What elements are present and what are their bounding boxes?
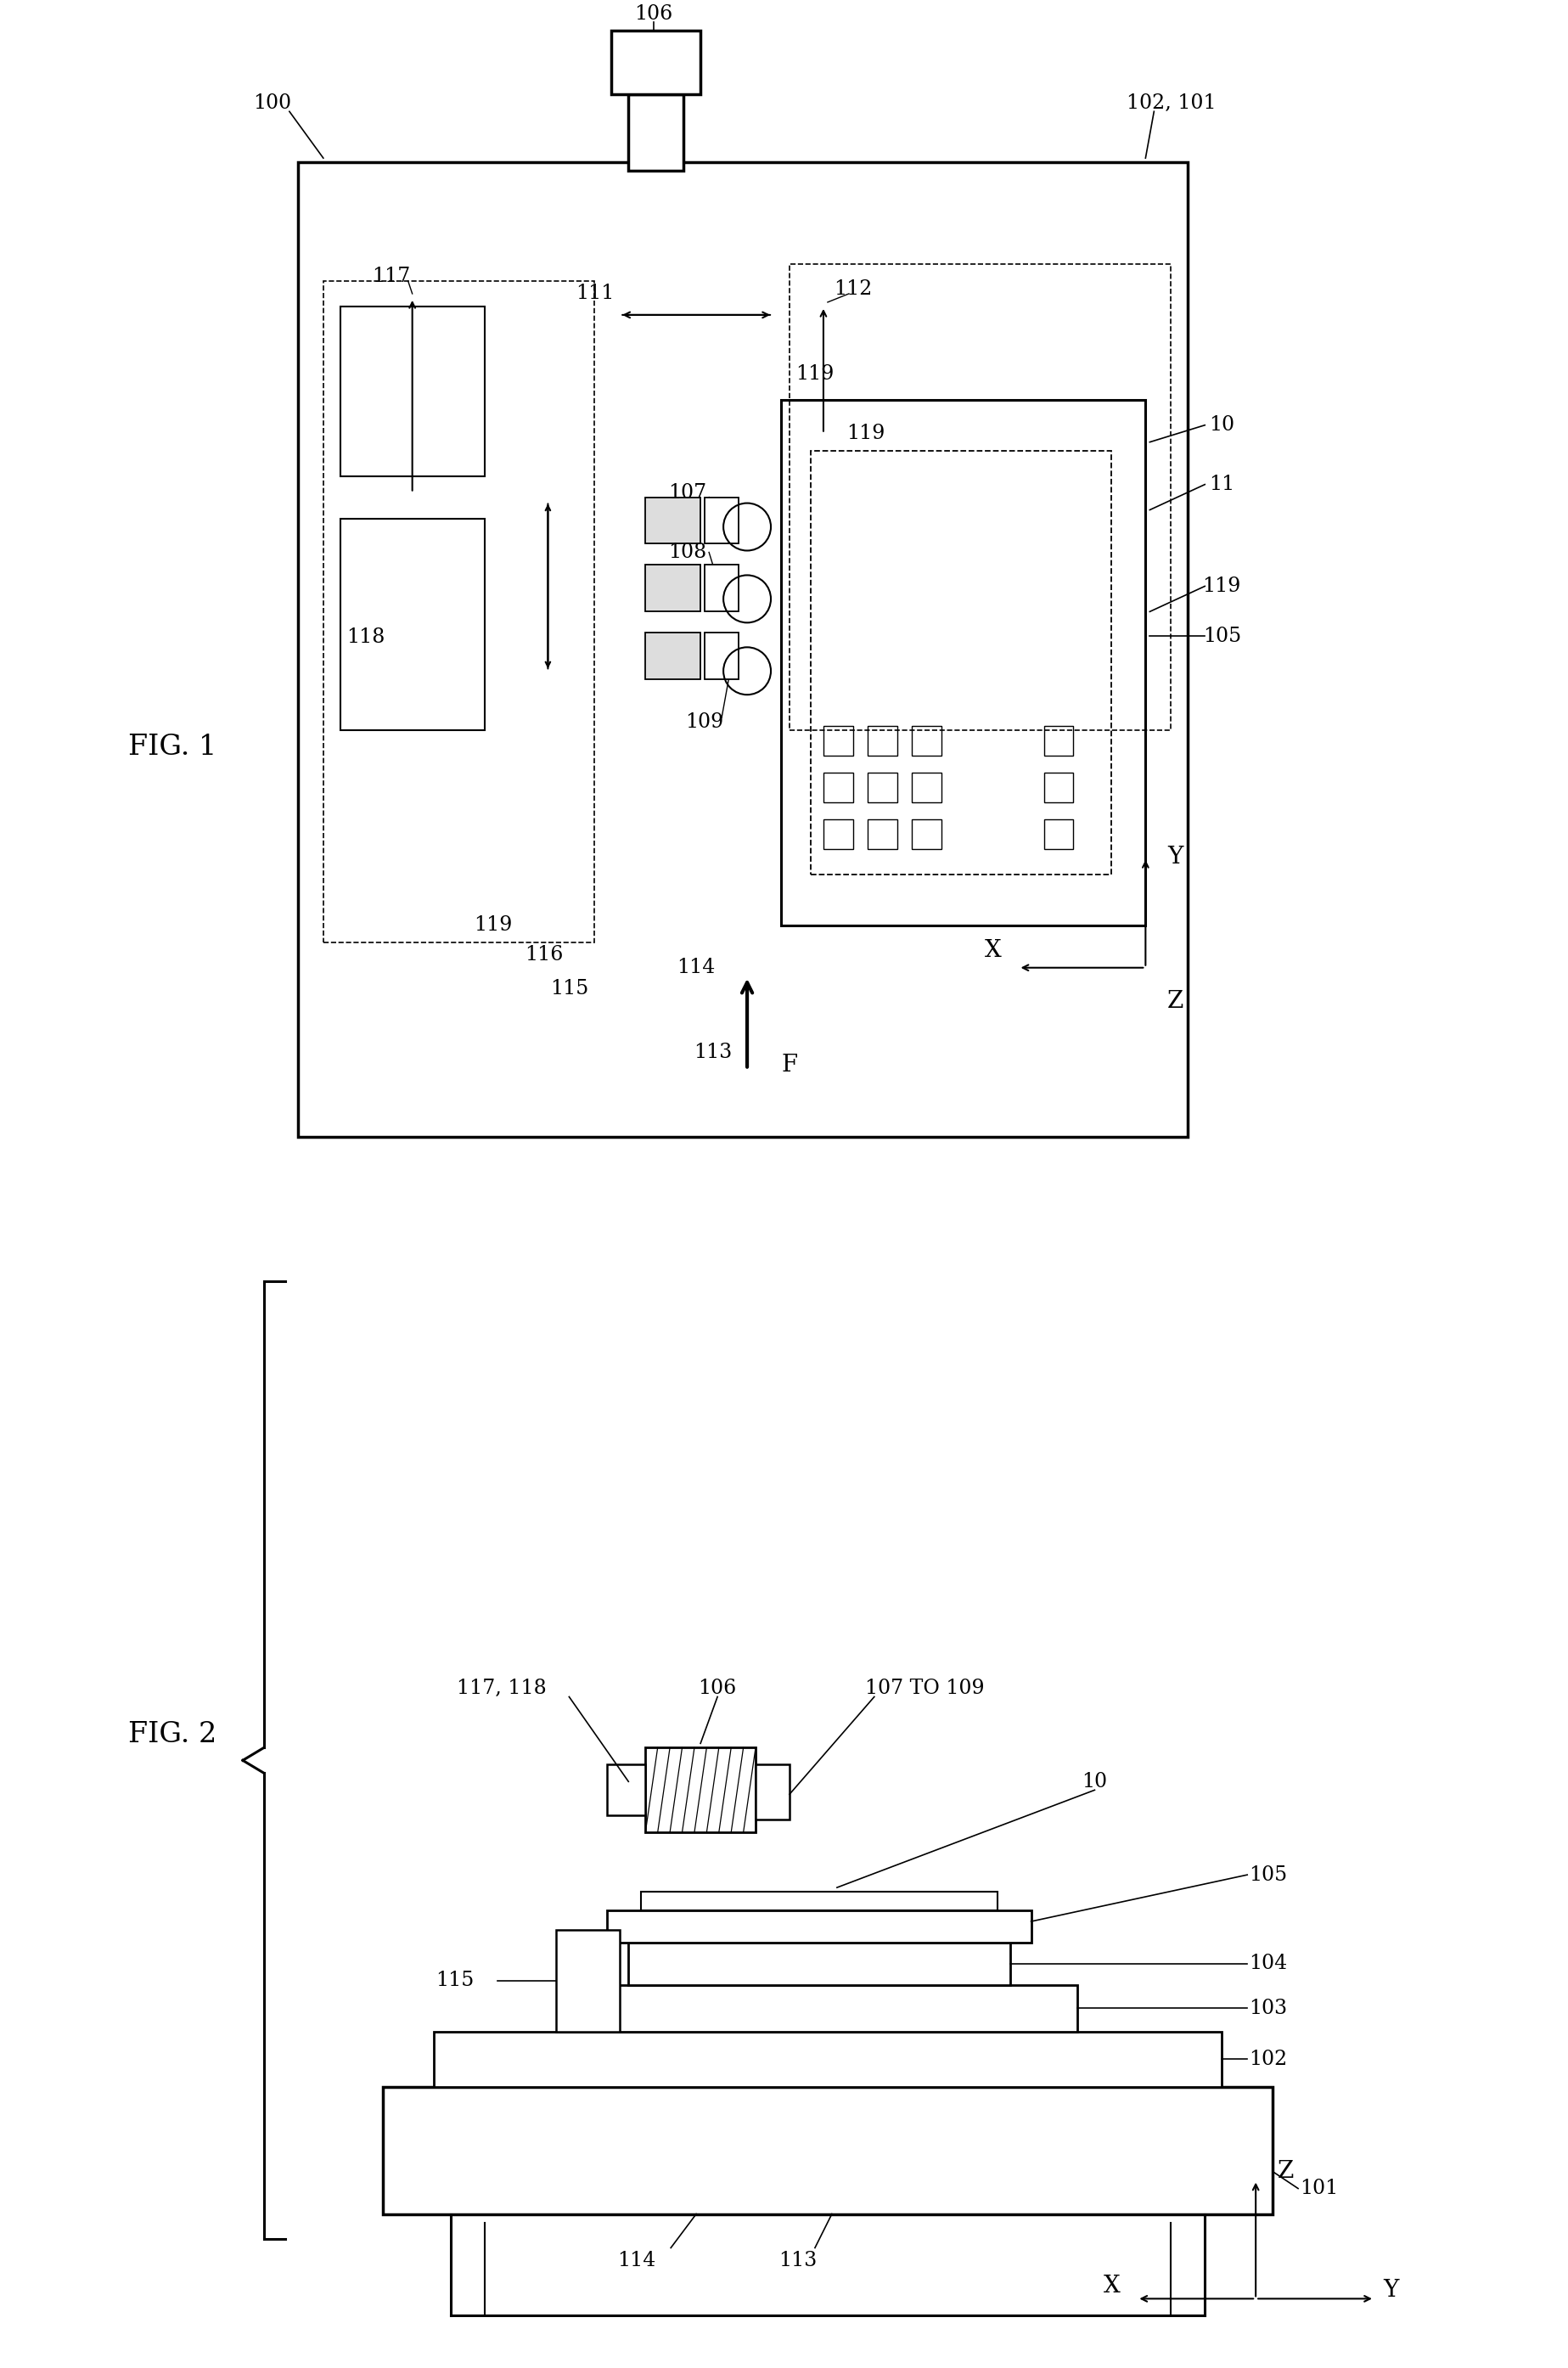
Bar xyxy=(911,819,941,850)
Text: FIG. 2: FIG. 2 xyxy=(129,1722,216,1748)
Bar xyxy=(340,305,485,476)
Text: 112: 112 xyxy=(834,279,872,298)
Text: Y: Y xyxy=(1168,845,1182,869)
Text: FIG. 1: FIG. 1 xyxy=(129,734,216,760)
Text: 119: 119 xyxy=(1203,575,1242,597)
Bar xyxy=(1044,727,1074,755)
Text: 107: 107 xyxy=(668,483,707,502)
Text: 119: 119 xyxy=(795,365,834,384)
Bar xyxy=(629,1942,1010,1984)
Bar xyxy=(646,1748,756,1833)
Text: Z: Z xyxy=(1167,990,1184,1014)
Text: 100: 100 xyxy=(254,92,292,114)
Text: 102: 102 xyxy=(1250,2048,1287,2070)
Bar xyxy=(561,1984,1077,2032)
Bar xyxy=(823,819,853,850)
Text: X: X xyxy=(1104,2276,1120,2297)
Text: 103: 103 xyxy=(1250,1999,1287,2018)
Bar xyxy=(298,163,1189,1137)
Bar xyxy=(340,519,485,729)
Bar xyxy=(781,400,1146,926)
Bar xyxy=(1044,819,1074,850)
Bar xyxy=(433,2032,1221,2086)
Bar xyxy=(756,1764,790,1819)
Text: F: F xyxy=(781,1054,798,1077)
Text: 10: 10 xyxy=(1082,1771,1107,1790)
Text: 108: 108 xyxy=(668,542,707,561)
Bar xyxy=(607,1764,646,1816)
Text: 11: 11 xyxy=(1209,474,1234,495)
Bar xyxy=(867,819,897,850)
Bar xyxy=(641,1892,997,1911)
Bar xyxy=(911,772,941,803)
Text: 113: 113 xyxy=(695,1042,732,1063)
Text: 105: 105 xyxy=(1250,1866,1287,1885)
Text: 105: 105 xyxy=(1203,628,1240,646)
Text: 111: 111 xyxy=(575,284,613,303)
Text: 115: 115 xyxy=(436,1970,474,1991)
Text: 114: 114 xyxy=(677,959,715,978)
Text: 116: 116 xyxy=(524,945,563,964)
Bar xyxy=(911,727,941,755)
Bar xyxy=(823,772,853,803)
Text: 113: 113 xyxy=(779,2252,817,2271)
Bar xyxy=(867,727,897,755)
Bar xyxy=(646,566,701,611)
Text: 109: 109 xyxy=(685,713,724,732)
Text: 117, 118: 117, 118 xyxy=(456,1679,546,1698)
Bar xyxy=(629,95,684,170)
Bar xyxy=(557,1930,619,2032)
Text: 10: 10 xyxy=(1209,414,1234,436)
Bar xyxy=(1044,772,1074,803)
Text: Z: Z xyxy=(1278,2160,1294,2183)
Text: 106: 106 xyxy=(635,5,673,24)
Text: 119: 119 xyxy=(474,916,513,935)
Text: 102, 101: 102, 101 xyxy=(1126,92,1215,114)
Bar xyxy=(646,632,701,680)
Bar xyxy=(323,282,594,942)
Bar xyxy=(867,772,897,803)
Text: 117: 117 xyxy=(372,268,411,287)
Text: 118: 118 xyxy=(347,628,384,646)
Text: 106: 106 xyxy=(698,1679,737,1698)
Text: X: X xyxy=(985,940,1002,961)
Text: Y: Y xyxy=(1383,2278,1399,2302)
Text: 114: 114 xyxy=(618,2252,655,2271)
Text: 101: 101 xyxy=(1300,2179,1339,2198)
Text: 115: 115 xyxy=(550,978,588,999)
Text: 119: 119 xyxy=(847,424,884,443)
Text: 107 TO 109: 107 TO 109 xyxy=(866,1679,985,1698)
Bar xyxy=(704,566,739,611)
Bar xyxy=(646,497,701,545)
Bar xyxy=(612,31,701,95)
Bar xyxy=(607,1911,1032,1942)
Bar xyxy=(823,727,853,755)
Bar xyxy=(704,632,739,680)
Bar xyxy=(790,265,1171,729)
Bar xyxy=(704,497,739,545)
Text: 104: 104 xyxy=(1250,1954,1287,1973)
Bar xyxy=(383,2086,1273,2214)
Bar xyxy=(811,450,1112,874)
